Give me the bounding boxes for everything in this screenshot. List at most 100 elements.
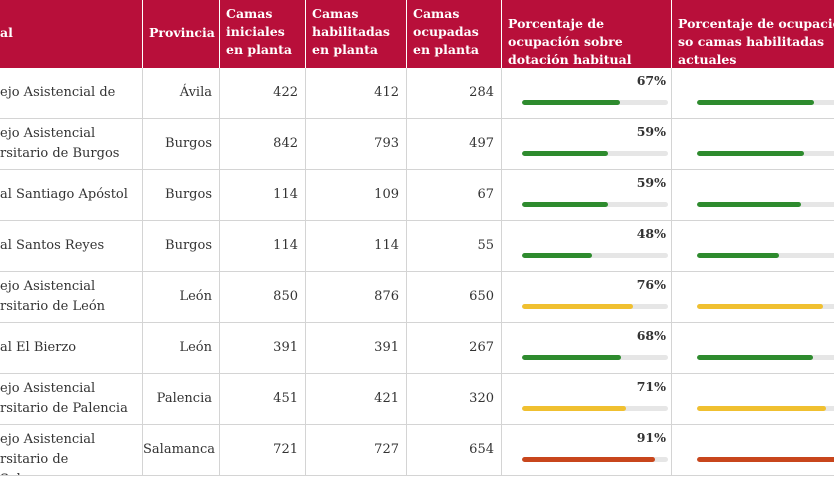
cell-hospital: al El Bierzo (0, 323, 143, 373)
cell-pct-habilitadas (672, 374, 834, 424)
progress-track (522, 100, 668, 105)
header-pct-habilitadas: Porcentaje de ocupación so camas habilit… (672, 0, 834, 68)
progress-bar-dotacion (522, 406, 626, 411)
cell-pct-dotacion: 71% (502, 374, 672, 424)
progress-bar-habilitadas (697, 253, 779, 258)
cell-camas-iniciales: 114 (220, 221, 306, 271)
cell-camas-habilitadas: 793 (306, 119, 407, 169)
cell-hospital: ejo Asistencial de (0, 68, 143, 118)
progress-track (697, 100, 834, 105)
cell-provincia: Burgos (143, 119, 220, 169)
cell-provincia: León (143, 272, 220, 322)
cell-provincia: Salamanca (143, 425, 220, 475)
table-row: ejo Asistencial rsitario de León León 850 8… (0, 272, 834, 323)
cell-pct-habilitadas (672, 425, 834, 475)
cell-pct-habilitadas (672, 170, 834, 220)
cell-camas-ocupadas: 497 (407, 119, 502, 169)
cell-provincia: Ávila (143, 68, 220, 118)
cell-camas-ocupadas: 55 (407, 221, 502, 271)
header-camas-ocupadas: Camas ocupadas en planta (407, 0, 502, 68)
header-camas-habilitadas: Camas habilitadas en planta (306, 0, 407, 68)
pct-dotacion-label: 68% (636, 328, 666, 343)
header-pct-dotacion: Porcentaje de ocupación sobre dotación h… (502, 0, 672, 68)
pct-dotacion-label: 71% (636, 379, 666, 394)
cell-provincia: Palencia (143, 374, 220, 424)
cell-provincia: Burgos (143, 170, 220, 220)
progress-bar-dotacion (522, 151, 609, 156)
progress-bar-habilitadas (697, 202, 801, 207)
table-row: ejo Asistencial de Ávila 422 412 284 67% (0, 68, 834, 119)
progress-bar-dotacion (522, 304, 633, 309)
progress-bar-habilitadas (697, 151, 805, 156)
cell-camas-habilitadas: 421 (306, 374, 407, 424)
progress-bar-dotacion (522, 355, 622, 360)
pct-dotacion-label: 48% (636, 226, 666, 241)
cell-hospital: al Santos Reyes (0, 221, 143, 271)
header-provincia: Provincia (143, 0, 220, 68)
pct-dotacion-label: 67% (636, 73, 666, 88)
cell-pct-dotacion: 91% (502, 425, 672, 475)
cell-camas-habilitadas: 412 (306, 68, 407, 118)
progress-bar-habilitadas (697, 406, 827, 411)
cell-hospital: ejo Asistencial rsitario de León (0, 272, 143, 322)
pct-dotacion-label: 76% (636, 277, 666, 292)
cell-camas-iniciales: 842 (220, 119, 306, 169)
cell-pct-habilitadas (672, 272, 834, 322)
table-header: al Provincia Camas iniciales en planta C… (0, 0, 834, 68)
table-row: al El Bierzo León 391 391 267 68% (0, 323, 834, 374)
cell-camas-ocupadas: 650 (407, 272, 502, 322)
table-row: ejo Asistencial rsitario de Palencia Pale… (0, 374, 834, 425)
header-hospital: al (0, 0, 143, 68)
cell-camas-iniciales: 422 (220, 68, 306, 118)
progress-track (697, 406, 834, 411)
pct-dotacion-label: 59% (636, 175, 666, 190)
pct-dotacion-label: 59% (636, 124, 666, 139)
cell-camas-ocupadas: 284 (407, 68, 502, 118)
progress-track (697, 457, 834, 462)
progress-track (522, 355, 668, 360)
cell-camas-habilitadas: 391 (306, 323, 407, 373)
cell-camas-iniciales: 451 (220, 374, 306, 424)
cell-pct-dotacion: 59% (502, 170, 672, 220)
cell-hospital: ejo Asistencial rsitario de Salamanca (0, 425, 143, 475)
cell-camas-habilitadas: 109 (306, 170, 407, 220)
progress-track (697, 304, 834, 309)
progress-track (697, 151, 834, 156)
progress-track (522, 151, 668, 156)
cell-pct-habilitadas (672, 119, 834, 169)
progress-track (522, 202, 668, 207)
cell-camas-ocupadas: 67 (407, 170, 502, 220)
header-camas-iniciales: Camas iniciales en planta (220, 0, 306, 68)
table-row: ejo Asistencial rsitario de Burgos Burgos… (0, 119, 834, 170)
progress-track (522, 253, 668, 258)
progress-bar-habilitadas (697, 100, 815, 105)
pct-dotacion-label: 91% (636, 430, 666, 445)
cell-camas-iniciales: 391 (220, 323, 306, 373)
progress-bar-dotacion (522, 202, 609, 207)
progress-track (522, 304, 668, 309)
table-row: al Santos Reyes Burgos 114 114 55 48% (0, 221, 834, 272)
progress-bar-dotacion (522, 457, 655, 462)
cell-camas-ocupadas: 654 (407, 425, 502, 475)
cell-pct-habilitadas (672, 221, 834, 271)
progress-track (697, 355, 834, 360)
cell-camas-iniciales: 850 (220, 272, 306, 322)
progress-bar-habilitadas (697, 304, 823, 309)
cell-pct-dotacion: 48% (502, 221, 672, 271)
progress-bar-dotacion (522, 100, 620, 105)
progress-bar-habilitadas (697, 355, 813, 360)
cell-provincia: León (143, 323, 220, 373)
cell-camas-iniciales: 114 (220, 170, 306, 220)
cell-camas-ocupadas: 267 (407, 323, 502, 373)
cell-hospital: ejo Asistencial rsitario de Palencia (0, 374, 143, 424)
table-row: al Santiago Apóstol Burgos 114 109 67 59% (0, 170, 834, 221)
table-row: ejo Asistencial rsitario de SalamancaSal… (0, 425, 834, 476)
cell-pct-habilitadas (672, 68, 834, 118)
cell-camas-habilitadas: 114 (306, 221, 407, 271)
cell-pct-dotacion: 68% (502, 323, 672, 373)
progress-bar-habilitadas (697, 457, 834, 462)
progress-bar-dotacion (522, 253, 593, 258)
cell-camas-iniciales: 721 (220, 425, 306, 475)
cell-camas-habilitadas: 727 (306, 425, 407, 475)
